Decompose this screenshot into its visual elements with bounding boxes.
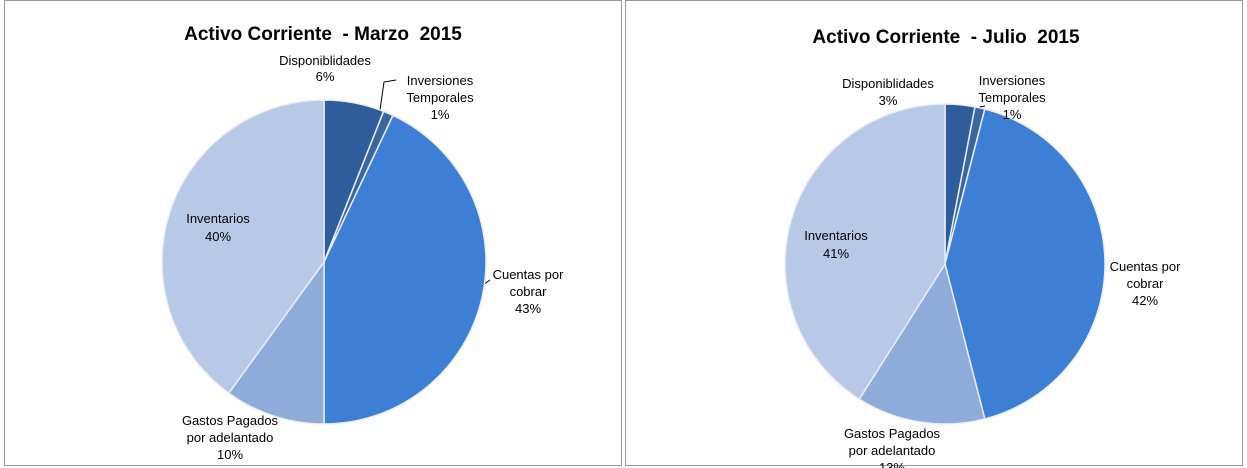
pie-slice: [784, 103, 946, 401]
pie-slice: [858, 262, 986, 425]
slice-percent: 13%: [878, 460, 906, 468]
pie-slice: [161, 99, 325, 395]
slice-percent: 40%: [204, 229, 232, 244]
slice-label: Inventarios: [804, 228, 868, 243]
slice-label: Inversiones Temporales: [978, 73, 1046, 105]
slice-label: Cuentas por cobrar: [1109, 259, 1181, 291]
slice-percent: 43%: [514, 301, 542, 316]
leader-line: [379, 79, 397, 111]
chart-title: Activo Corriente - Marzo 2015: [184, 24, 462, 45]
slice-percent: 6%: [315, 69, 335, 84]
slice-label: Gastos Pagados por adelantado: [181, 413, 279, 445]
chart-panel: [4, 0, 622, 466]
pie-slice: [227, 259, 325, 425]
slice-percent: 42%: [1131, 293, 1159, 308]
slice-label: Cuentas por cobrar: [492, 267, 564, 299]
slice-label: Disponiblidades: [842, 76, 934, 91]
slice-label: Inversiones Temporales: [406, 73, 474, 105]
slice-label: Gastos Pagados por adelantado: [843, 426, 941, 458]
slice-percent: 1%: [1002, 107, 1022, 122]
slice-percent: 3%: [878, 93, 898, 108]
slice-percent: 10%: [216, 447, 244, 462]
chart-panel: [625, 0, 1243, 466]
chart-title: Activo Corriente - Julio 2015: [812, 27, 1080, 48]
slice-label: Inventarios: [186, 211, 250, 226]
slice-label: Disponiblidades: [279, 53, 371, 68]
pie-slice: [323, 114, 487, 425]
slice-percent: 41%: [822, 246, 850, 261]
pie-slice: [944, 108, 1106, 420]
slice-percent: 1%: [430, 107, 450, 122]
